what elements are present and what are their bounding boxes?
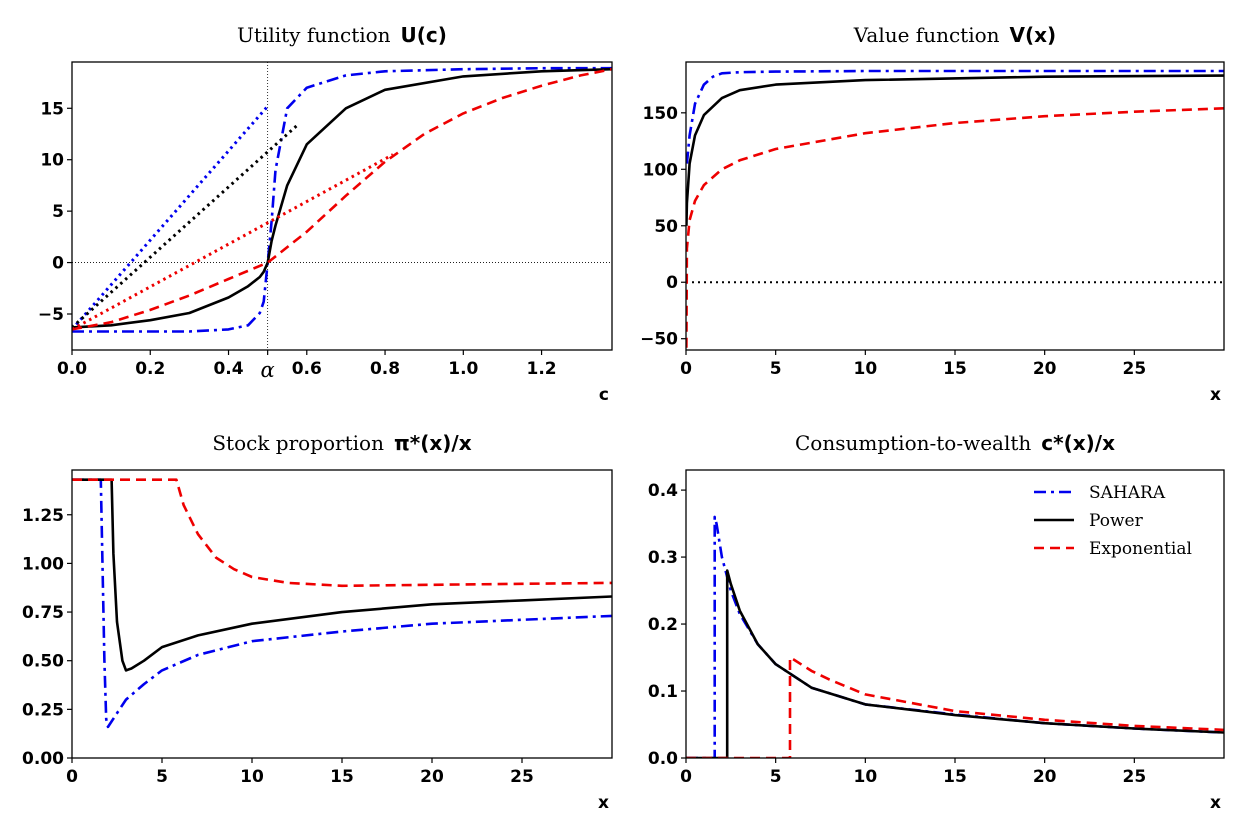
series-power [686,569,1224,758]
x-tick-label: 0.6 [292,359,322,379]
chart-panel-2: Value function V(x)0 5 10 15 20 25−50050100150… [640,23,1225,405]
y-tick-label: 0.1 [648,682,678,702]
x-tick-label: 15 [330,767,354,787]
y-tick-label: 1.25 [22,506,64,526]
alpha-tick-label: α [261,358,275,382]
y-tick-label: 0.25 [22,700,64,720]
series-exponential [72,478,612,588]
y-tick-label: 50 [654,217,678,237]
x-tick-label: 15 [943,359,967,379]
series-exponential-tangent [72,153,394,331]
legend-label: Power [1089,511,1144,531]
y-tick-label: 10 [40,151,64,171]
series-sahara [72,478,612,729]
x-tick-label: 25 [510,767,534,787]
axes-frame [71,469,613,759]
series-sahara [686,69,1224,164]
x-tick-label: 0 [680,767,692,787]
x-tick-label: 1.2 [527,359,557,379]
y-tick-label: 150 [643,104,679,124]
x-tick-label: 0.2 [135,359,165,379]
y-tick-label: 0.50 [22,652,64,672]
series-power-tangent [72,122,301,329]
axes-frame [71,61,613,351]
x-axis-label: x [1210,385,1221,405]
x-tick-label: 25 [1122,359,1146,379]
series-power [72,67,612,329]
chart-title: Utility function U(c) [237,23,447,47]
x-tick-label: 0 [66,767,78,787]
y-tick-label: −5 [38,305,64,325]
y-tick-label: 0.4 [648,481,678,501]
chart-title: Consumption-to-wealth c*(x)/x [795,431,1115,455]
y-tick-label: −50 [640,330,678,350]
y-tick-label: 5 [52,202,64,222]
x-tick-label: 20 [1033,767,1057,787]
chart-panel-1: Utility function U(c) 0.0 0.2 0.4 0.6 0.8 1.0 1.… [38,23,613,405]
legend-label: SAHARA [1089,483,1166,503]
y-tick-label: 0.3 [648,548,678,568]
y-tick-label: 0.00 [22,749,64,769]
x-tick-label: 10 [853,767,877,787]
series-sahara [72,66,612,333]
series-sahara-tangent [72,105,269,331]
chart-title: Stock proportion π*(x)/x [212,431,471,455]
x-axis-label: x [1210,793,1221,813]
legend: SAHARA Power Exponential [1034,483,1192,559]
y-tick-label: 0.75 [22,603,64,623]
x-tick-label: 0.4 [213,359,243,379]
x-axis-label: c [599,385,609,405]
legend-label: Exponential [1089,539,1192,559]
x-tick-label: 0 [680,359,692,379]
series-exponential [72,67,612,331]
x-tick-label: 20 [420,767,444,787]
x-tick-label: 10 [240,767,264,787]
y-tick-label: 15 [40,99,64,119]
series-exponential [686,656,1224,758]
series-power [686,74,1224,226]
x-tick-label: 5 [770,767,782,787]
x-tick-label: 20 [1033,359,1057,379]
y-tick-label: 0.0 [648,749,678,769]
x-tick-label: 0.8 [370,359,400,379]
y-tick-label: 0 [666,273,678,293]
y-tick-label: 0.2 [648,615,678,635]
x-tick-label: 5 [770,359,782,379]
chart-panel-3: Stock proportion π*(x)/x 0 5 10 15 20 25 0.00 0.2… [22,431,613,813]
series-exponential [686,107,1224,348]
series-power [72,478,612,672]
x-tick-label: 0.0 [57,359,87,379]
y-tick-label: 1.00 [22,554,64,574]
x-tick-label: 15 [943,767,967,787]
axes-frame [685,61,1225,351]
x-tick-label: 10 [853,359,877,379]
x-tick-label: 25 [1122,767,1146,787]
x-axis-label: x [598,793,609,813]
x-tick-label: 5 [156,767,168,787]
y-tick-label: 100 [643,160,679,180]
chart-title: Value function V(x) [853,23,1056,47]
y-tick-label: 0 [52,254,64,274]
x-tick-label: 1.0 [448,359,478,379]
chart-panel-4: Consumption-to-wealth c*(x)/x 0 5 10 15 20 25 0.… [648,431,1225,813]
